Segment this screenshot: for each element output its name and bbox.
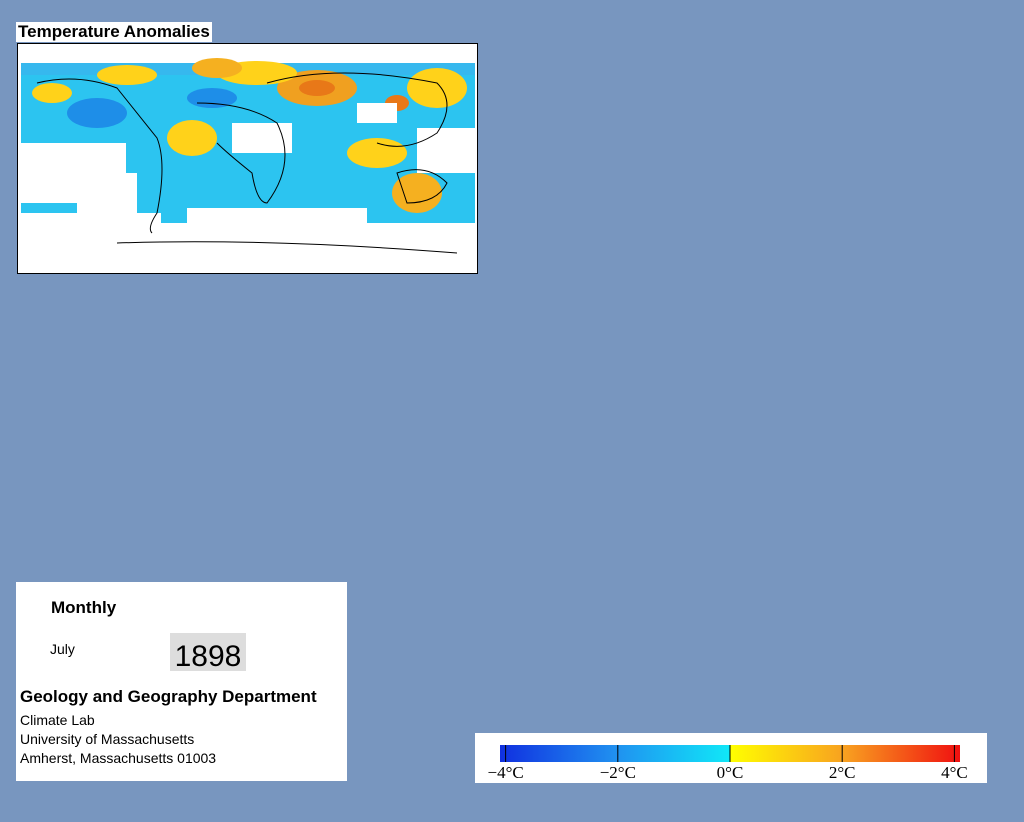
tick-label: −2°C bbox=[600, 763, 636, 782]
tick-label: −4°C bbox=[487, 763, 523, 782]
tick-label: 0°C bbox=[717, 763, 744, 782]
address-line: Climate Lab bbox=[20, 712, 95, 728]
month: July bbox=[50, 641, 75, 657]
title: Temperature Anomalies bbox=[16, 22, 212, 42]
address-line: University of Massachusetts bbox=[20, 731, 195, 747]
tick-label: 4°C bbox=[941, 763, 968, 782]
tick-label: 2°C bbox=[829, 763, 856, 782]
period: Monthly bbox=[51, 598, 117, 617]
year: 1898 bbox=[170, 633, 246, 673]
colorbar: −4°C −2°C 0°C 2°C 4°C bbox=[475, 733, 987, 783]
map bbox=[17, 43, 478, 274]
info-panel: Monthly July 1898 Geology and Geography … bbox=[16, 582, 347, 781]
department: Geology and Geography Department bbox=[20, 687, 317, 706]
address-line: Amherst, Massachusetts 01003 bbox=[20, 750, 217, 766]
